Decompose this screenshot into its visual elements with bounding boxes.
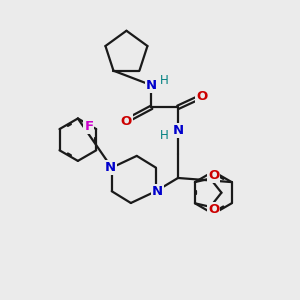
Text: O: O: [208, 203, 219, 216]
Text: F: F: [84, 120, 93, 133]
Text: O: O: [120, 115, 131, 128]
Text: N: N: [172, 124, 184, 137]
Text: H: H: [160, 129, 169, 142]
Text: O: O: [196, 91, 207, 103]
Text: O: O: [208, 169, 219, 182]
Text: N: N: [152, 185, 163, 198]
Text: N: N: [105, 161, 116, 174]
Text: H: H: [160, 74, 169, 87]
Text: N: N: [146, 79, 157, 92]
